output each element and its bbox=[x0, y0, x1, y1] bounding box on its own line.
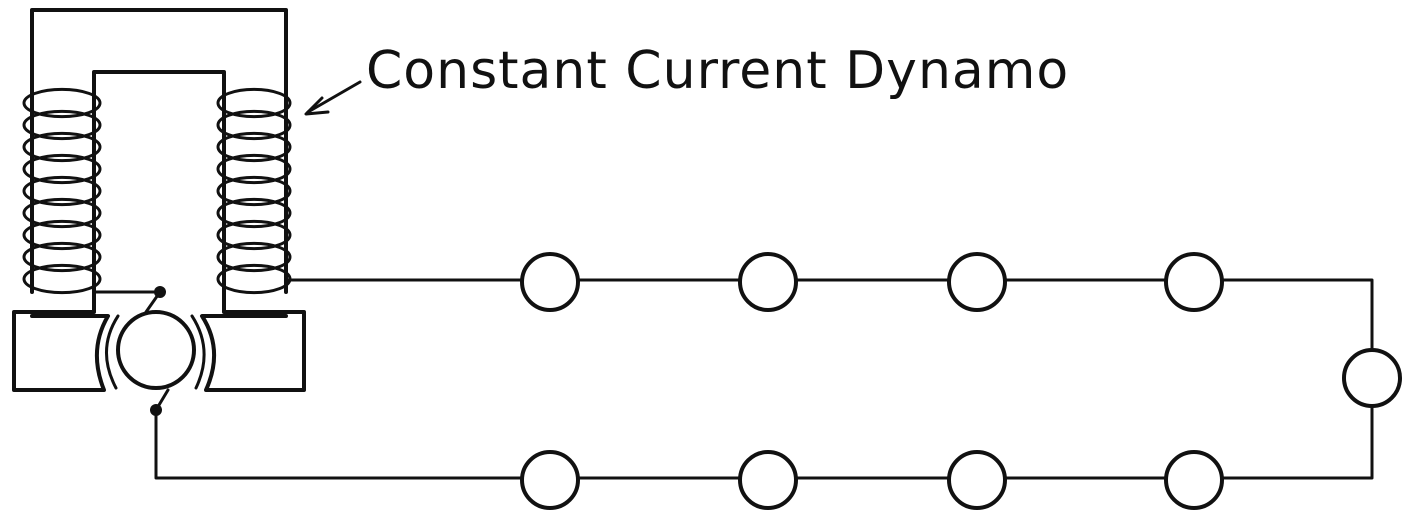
left-coil-loop bbox=[22, 241, 102, 273]
dynamo-label: Constant Current Dynamo bbox=[366, 41, 1069, 101]
magnet-yoke-inner bbox=[92, 70, 226, 294]
top-terminal bbox=[154, 286, 166, 298]
right-field-coil bbox=[216, 87, 292, 295]
left-coil-loop bbox=[22, 153, 102, 185]
magnet-yoke-outer bbox=[30, 8, 288, 294]
right-coil-loop bbox=[216, 197, 292, 229]
left-pole-piece bbox=[12, 290, 110, 392]
right-coil-loop bbox=[216, 175, 292, 207]
lamp-top-4 bbox=[1164, 252, 1224, 312]
left-pole-face bbox=[105, 314, 120, 390]
dynamo bbox=[12, 8, 306, 416]
right-pole-piece bbox=[200, 290, 306, 392]
pointer-arrow-line bbox=[306, 80, 362, 114]
left-coil-loop bbox=[22, 175, 102, 207]
top-brush-lead bbox=[92, 290, 162, 314]
right-pole-face bbox=[190, 314, 206, 390]
lamp-bottom-3 bbox=[947, 450, 1007, 510]
lamp-top-3 bbox=[947, 252, 1007, 312]
left-coil-loop bbox=[22, 263, 102, 295]
left-coil-loop bbox=[22, 109, 102, 141]
dynamo-label-group: Constant Current Dynamo bbox=[304, 41, 1069, 116]
left-coil-loop bbox=[22, 197, 102, 229]
right-coil-loop bbox=[216, 87, 292, 119]
lamp-top-2 bbox=[738, 252, 798, 312]
right-coil-loop bbox=[216, 153, 292, 185]
left-coil-loop bbox=[22, 131, 102, 163]
armature bbox=[116, 310, 196, 390]
right-coil-loop bbox=[216, 109, 292, 141]
lamps bbox=[520, 252, 1402, 510]
lamp-bottom-4 bbox=[1164, 450, 1224, 510]
lamp-bottom-1 bbox=[520, 450, 580, 510]
lamp-bottom-2 bbox=[738, 450, 798, 510]
lamp-top-1 bbox=[520, 252, 580, 312]
left-coil-loop bbox=[22, 87, 102, 119]
pointer-arrow-head bbox=[304, 96, 330, 116]
left-coil-loop bbox=[22, 219, 102, 251]
top-wire bbox=[284, 278, 1374, 352]
lamp-right-1 bbox=[1342, 348, 1402, 408]
right-coil-loop bbox=[216, 219, 292, 251]
right-coil-loop bbox=[216, 131, 292, 163]
right-coil-loop bbox=[216, 241, 292, 273]
left-field-coil bbox=[22, 87, 102, 295]
